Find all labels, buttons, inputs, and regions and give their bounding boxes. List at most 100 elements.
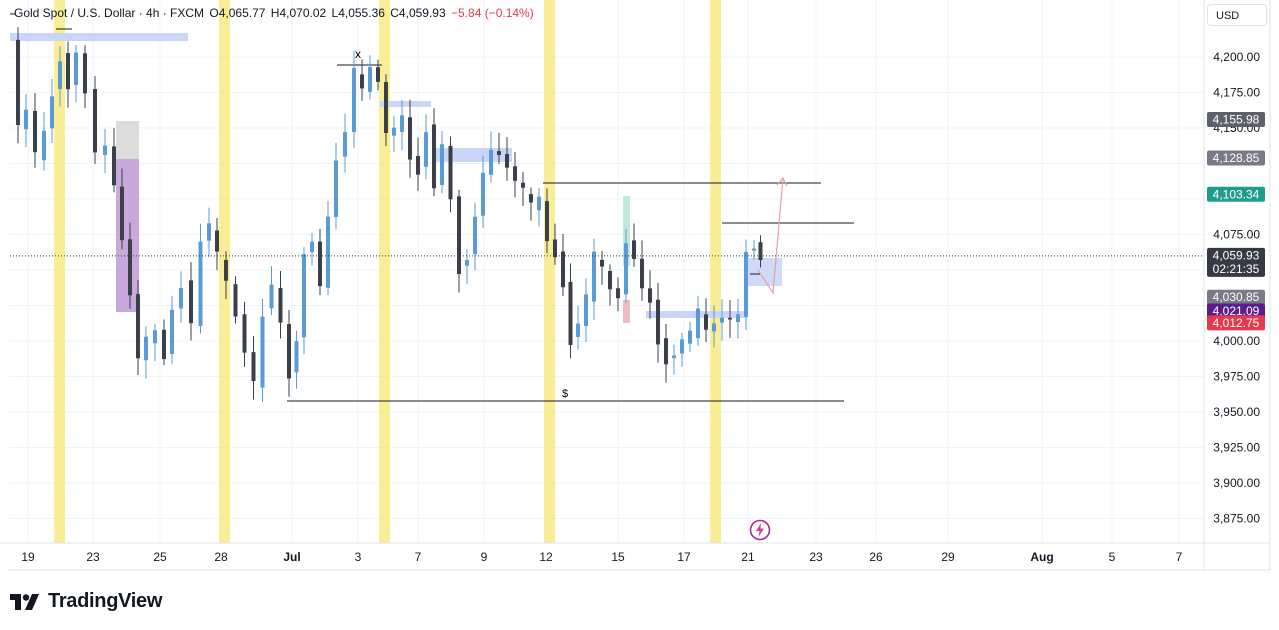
candle	[640, 240, 644, 301]
candle-body	[294, 341, 299, 373]
candle-body	[680, 339, 684, 354]
candle	[170, 295, 174, 365]
currency-button[interactable]: USD	[1207, 4, 1267, 26]
candle	[360, 59, 364, 101]
candle-body	[352, 68, 356, 133]
candle-body	[408, 117, 412, 160]
candle	[318, 228, 322, 296]
low-value: L4,055.36	[331, 6, 385, 20]
candle	[656, 282, 660, 363]
price-tick-label: 3,975.00	[1213, 370, 1260, 384]
candle-body	[198, 241, 203, 326]
candle-body	[343, 132, 347, 157]
candle-body	[74, 52, 78, 85]
candle-body	[242, 314, 247, 353]
time-tick-label: 7	[415, 550, 422, 564]
lightning-icon[interactable]	[749, 519, 771, 541]
price-tick-label: 4,075.00	[1213, 228, 1260, 242]
candle-body	[489, 149, 493, 175]
candle-body	[584, 294, 588, 326]
candle	[632, 223, 636, 267]
candle	[93, 76, 97, 164]
candle	[553, 223, 557, 265]
candle-body	[568, 281, 573, 346]
candle-body	[704, 314, 708, 330]
highlight-column	[710, 0, 721, 543]
zone-red	[623, 300, 630, 323]
candle-body	[112, 146, 116, 186]
candle	[384, 74, 388, 146]
candle	[568, 263, 573, 359]
candle-body	[728, 317, 732, 320]
candle-body	[269, 284, 274, 309]
candle-body	[648, 288, 652, 303]
candle-body	[144, 336, 148, 361]
candle	[24, 93, 28, 148]
candle-body	[287, 324, 291, 379]
symbol-title[interactable]: Gold Spot / U.S. Dollar · 4h · FXCM	[14, 6, 205, 20]
time-tick-label: 19	[21, 550, 35, 564]
time-tick-label: 29	[941, 550, 955, 564]
highlight-column	[379, 0, 390, 543]
price-label: 4,128.85	[1213, 151, 1260, 165]
chart-legend: Gold Spot / U.S. Dollar · 4h · FXCM O4,0…	[14, 6, 536, 20]
candle	[302, 247, 306, 354]
candle	[608, 264, 612, 306]
candle-body	[521, 182, 525, 188]
candle	[376, 59, 380, 91]
price-label-bg	[1207, 289, 1265, 305]
candle	[576, 305, 580, 350]
candle	[74, 44, 78, 103]
candle	[224, 251, 228, 299]
candle-body	[457, 196, 461, 275]
candle	[112, 128, 116, 193]
candle-body	[58, 61, 62, 90]
candle-body	[233, 284, 238, 317]
candle-body	[592, 251, 596, 302]
candle	[392, 115, 396, 153]
candle-body	[16, 39, 20, 125]
candle-body	[432, 124, 436, 189]
time-tick-label: 21	[741, 550, 755, 564]
candle	[278, 271, 283, 339]
candle-body	[712, 323, 716, 332]
candle	[521, 172, 525, 206]
tradingview-logo[interactable]: TradingView	[10, 590, 162, 613]
time-tick-label: 26	[869, 550, 883, 564]
candle-body	[758, 242, 763, 260]
candle	[744, 239, 748, 331]
candle	[448, 136, 453, 213]
candle-body	[736, 314, 740, 323]
candle-body	[545, 201, 549, 242]
candle-body	[392, 127, 396, 136]
zone-purple	[116, 159, 139, 312]
brand-name: TradingView	[48, 590, 163, 612]
candle	[242, 301, 247, 367]
candle	[457, 189, 461, 293]
candle-body	[310, 241, 314, 253]
candle	[648, 270, 652, 319]
candle	[144, 326, 148, 379]
candle-body	[424, 132, 428, 167]
price-label: 4,012.75	[1213, 316, 1260, 330]
price-label: 4,021.09	[1213, 304, 1260, 318]
price-label: 4,155.98	[1213, 113, 1260, 127]
price-label: 4,059.93	[1213, 248, 1260, 262]
time-tick-label: 12	[539, 550, 553, 564]
candle	[287, 310, 291, 397]
candle	[584, 278, 588, 343]
time-tick-label: 3	[355, 550, 362, 564]
candle	[368, 55, 372, 100]
zone-grey	[116, 121, 139, 159]
price-label-bg	[1207, 303, 1265, 319]
candle-body	[672, 355, 676, 359]
zone-blue	[380, 101, 431, 107]
candle-body	[260, 316, 265, 388]
candle-body	[128, 239, 132, 296]
candle-body	[720, 317, 724, 323]
candle-body	[696, 308, 700, 339]
candle-body	[368, 66, 372, 92]
candle	[400, 100, 404, 151]
candle	[465, 249, 469, 284]
